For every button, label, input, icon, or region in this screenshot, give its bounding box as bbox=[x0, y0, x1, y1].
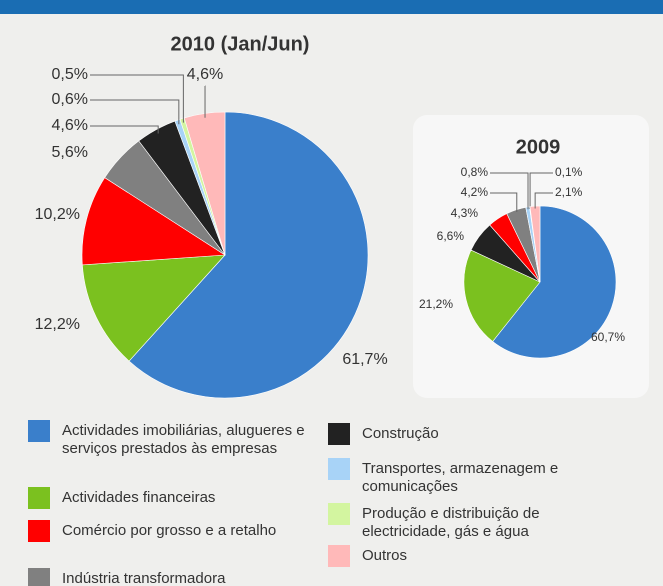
pie-slice bbox=[81, 177, 226, 266]
leader-line bbox=[490, 172, 529, 210]
legend-swatch bbox=[328, 545, 350, 567]
legend-label: Comércio por grosso e a retalho bbox=[62, 522, 277, 539]
pie-slice bbox=[492, 205, 617, 359]
leader-line bbox=[490, 192, 518, 213]
data-label: 0,5% bbox=[52, 66, 88, 83]
data-label: 2,1% bbox=[555, 185, 583, 199]
legend-label: Actividades financeiras bbox=[62, 489, 216, 506]
leader-line bbox=[529, 172, 553, 209]
legend-swatch bbox=[328, 503, 350, 525]
legend-label: Construção bbox=[362, 425, 439, 442]
chart-title: 2009 bbox=[516, 136, 561, 158]
leader-line bbox=[90, 74, 184, 123]
legend-label: Transportes, armazenagem e comunicações bbox=[362, 460, 559, 495]
leader-line bbox=[90, 99, 180, 125]
legend-label: Produção e distribuição de electricidade… bbox=[362, 505, 540, 540]
leader-line bbox=[90, 125, 159, 134]
data-label: 21,2% bbox=[419, 297, 453, 311]
legend-label: Indústria transformadora bbox=[62, 570, 226, 586]
data-label: 10,2% bbox=[35, 206, 80, 223]
data-label: 4,6% bbox=[52, 117, 88, 134]
data-label: 4,3% bbox=[451, 206, 479, 220]
pie-slice bbox=[463, 249, 541, 342]
data-label: 12,2% bbox=[35, 316, 80, 333]
pie-slice bbox=[82, 254, 226, 362]
pie-slice bbox=[183, 111, 226, 256]
pie-slice bbox=[128, 111, 369, 399]
legend-swatch bbox=[28, 420, 50, 442]
legend-label: Outros bbox=[362, 547, 408, 564]
legend-swatch bbox=[28, 568, 50, 586]
legend-swatch bbox=[28, 487, 50, 509]
data-label: 4,2% bbox=[461, 185, 489, 199]
data-label: 0,1% bbox=[555, 165, 583, 179]
legend-swatch bbox=[28, 520, 50, 542]
legend-swatch bbox=[328, 423, 350, 445]
data-label: 4,6% bbox=[187, 66, 223, 83]
data-label: 61,7% bbox=[342, 351, 387, 368]
legend-swatch bbox=[328, 458, 350, 480]
header-bar bbox=[0, 0, 663, 14]
leader-line bbox=[534, 192, 553, 209]
data-label: 60,7% bbox=[591, 330, 625, 344]
data-label: 5,6% bbox=[52, 144, 88, 161]
chart-title: 2010 (Jan/Jun) bbox=[171, 33, 310, 55]
data-label: 0,6% bbox=[52, 91, 88, 108]
legend-label: Actividades imobiliárias, alugueres e se… bbox=[62, 422, 305, 457]
data-label: 0,8% bbox=[461, 165, 489, 179]
data-label: 6,6% bbox=[437, 229, 465, 243]
